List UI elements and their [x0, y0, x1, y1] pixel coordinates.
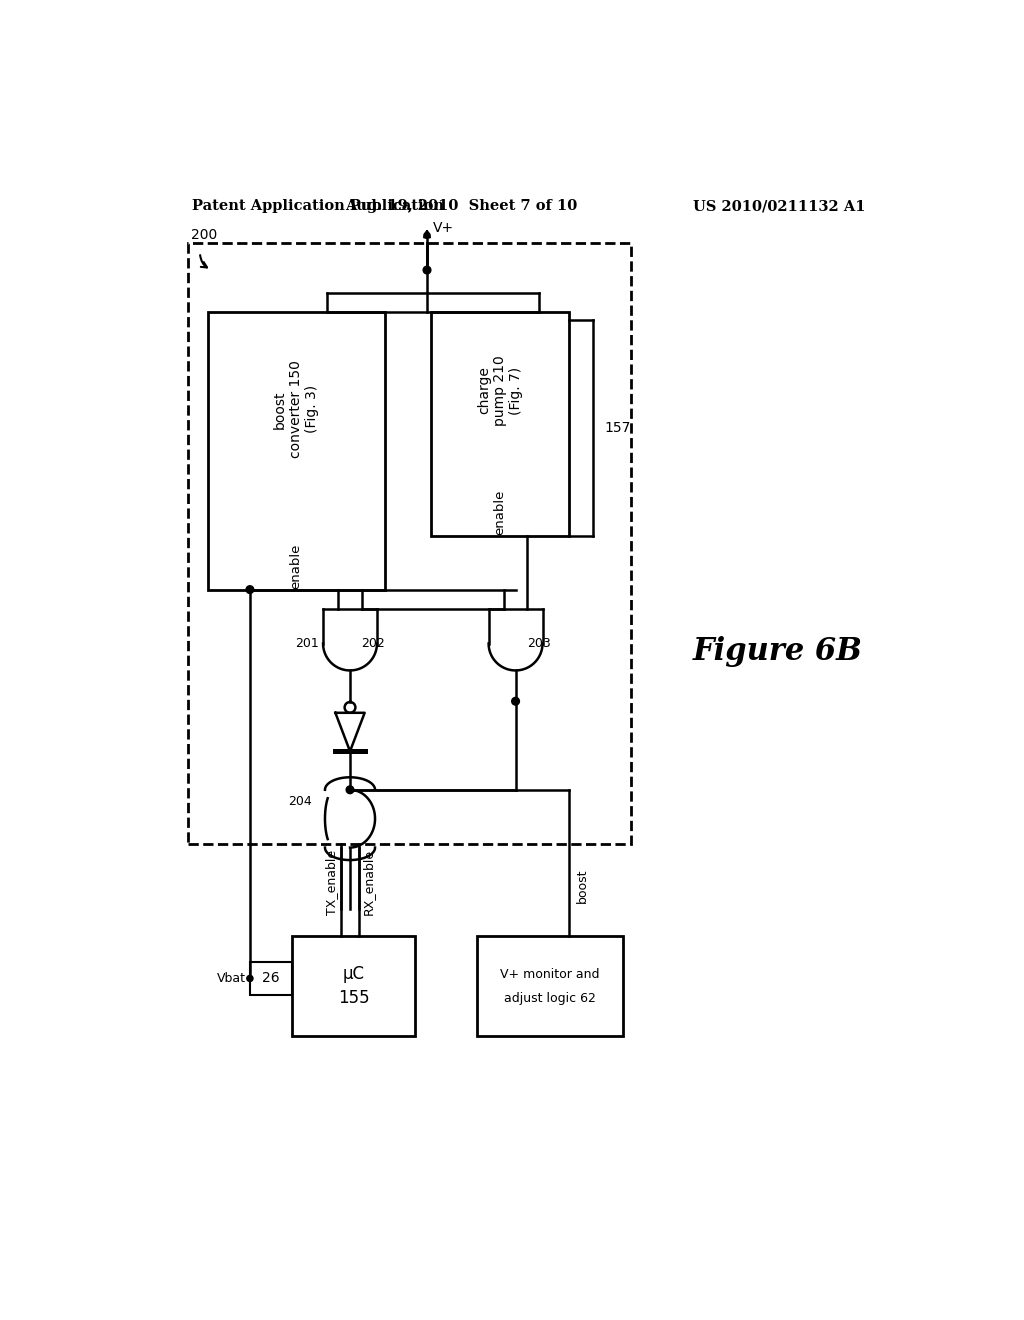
Circle shape [423, 267, 431, 275]
Text: Patent Application Publication: Patent Application Publication [193, 199, 444, 213]
Text: US 2010/0211132 A1: US 2010/0211132 A1 [692, 199, 865, 213]
Text: Aug. 19, 2010  Sheet 7 of 10: Aug. 19, 2010 Sheet 7 of 10 [345, 199, 578, 213]
Text: V+: V+ [433, 220, 455, 235]
Circle shape [512, 697, 519, 705]
Text: 26: 26 [262, 972, 280, 986]
Text: Vbat: Vbat [217, 972, 246, 985]
Circle shape [246, 586, 254, 594]
Text: RX_enable: RX_enable [361, 849, 375, 915]
Text: enable: enable [494, 490, 507, 536]
Text: enable: enable [290, 544, 303, 589]
Bar [250, 961, 292, 995]
Bar [208, 313, 385, 590]
Circle shape [346, 785, 354, 793]
Bar [188, 243, 631, 843]
Text: Figure 6B: Figure 6B [692, 636, 862, 667]
Text: μC: μC [343, 965, 365, 983]
Text: 204: 204 [288, 795, 311, 808]
Text: boost: boost [575, 869, 589, 903]
Circle shape [247, 975, 253, 982]
Bar [431, 313, 569, 536]
Text: 155: 155 [338, 989, 370, 1007]
Text: 202: 202 [361, 638, 385, 649]
Text: 201: 201 [296, 638, 319, 649]
Circle shape [424, 232, 430, 239]
Text: boost
converter 150
(Fig. 3): boost converter 150 (Fig. 3) [273, 360, 319, 458]
Text: 203: 203 [527, 638, 551, 649]
Bar [292, 936, 416, 1036]
Text: charge
pump 210
(Fig. 7): charge pump 210 (Fig. 7) [477, 355, 523, 426]
Bar [477, 936, 624, 1036]
Text: TX_enable: TX_enable [326, 850, 339, 915]
Text: adjust logic 62: adjust logic 62 [504, 991, 596, 1005]
Text: V+ monitor and: V+ monitor and [501, 968, 600, 981]
Text: 200: 200 [191, 227, 218, 242]
Text: 157: 157 [604, 421, 631, 434]
